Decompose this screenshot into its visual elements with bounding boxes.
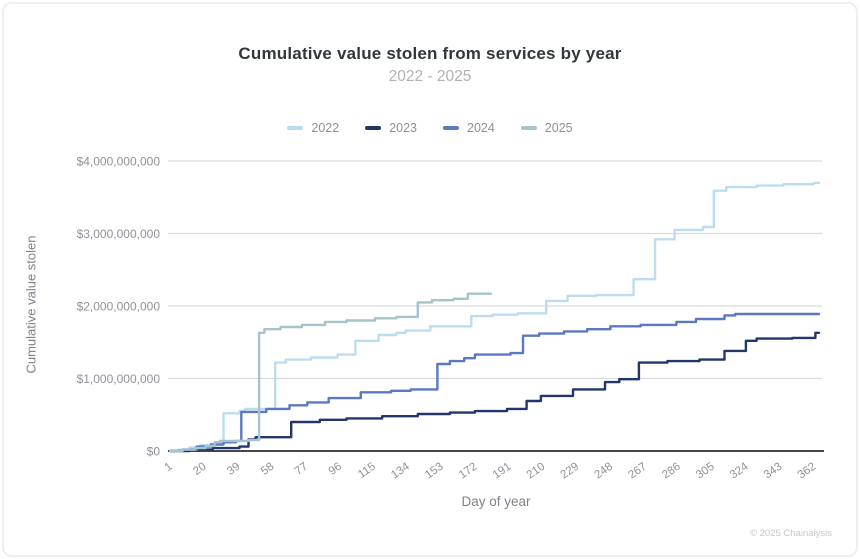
chart-legend: 2022 2023 2024 2025 [4,121,856,135]
x-tick-label: 324 [728,460,751,481]
y-axis-title: Cumulative value stolen [23,235,39,374]
x-tick-label: 286 [660,461,683,482]
page-subtitle: 2022 - 2025 [388,68,472,85]
series-line-2023 [168,331,821,453]
series-line-2024 [168,312,821,453]
x-tick-label: 172 [457,461,480,482]
legend-label: 2022 [311,121,340,135]
legend-swatch-icon [365,125,382,131]
y-tick-label: $1,000,000,000 [77,372,161,386]
legend-swatch-icon [520,125,537,131]
legend-swatch-icon [443,125,459,131]
legend-item-2025[interactable]: 2025 [520,121,573,135]
legend-item-2022[interactable]: 2022 [287,121,339,135]
x-tick-label: 229 [559,461,582,482]
x-tick-label: 305 [694,461,717,482]
x-tick-label: 1 [163,461,175,475]
x-axis-title: Day of year [461,494,531,509]
legend-swatch-icon [287,125,304,131]
x-tick-label: 153 [423,461,446,482]
y-tick-label: $3,000,000,000 [77,227,161,241]
x-tick-label: 248 [593,461,616,482]
legend-item-2024[interactable]: 2024 [443,121,495,135]
y-tick-label: $0 [147,445,161,459]
page-title: Cumulative value stolen from services by… [238,44,622,63]
x-tick-label: 20 [191,461,208,478]
x-tick-label: 77 [293,461,310,478]
y-tick-label: $2,000,000,000 [77,300,161,314]
legend-label: 2023 [389,121,417,135]
legend-label: 2024 [467,121,495,135]
legend-item-2023[interactable]: 2023 [365,121,417,135]
legend-label: 2025 [544,121,573,135]
chart-plot: $0 $1,000,000,000 $2,000,000,000 $3,000,000… [77,155,824,482]
x-tick-label: 96 [327,461,344,478]
x-tick-label: 39 [225,461,242,478]
x-tick-label: 191 [491,461,514,482]
x-tick-label: 343 [762,461,785,482]
x-tick-label: 134 [389,460,412,481]
x-tick-label: 115 [356,461,378,481]
copyright-note: © 2025 Chainalysis [750,528,832,539]
y-tick-label: $4,000,000,000 [77,155,161,169]
x-tick-label: 210 [525,461,548,482]
series-line-2025 [168,292,493,453]
x-tick-label: 267 [626,461,649,482]
x-tick-label: 362 [796,461,819,482]
x-tick-label: 58 [259,461,276,478]
